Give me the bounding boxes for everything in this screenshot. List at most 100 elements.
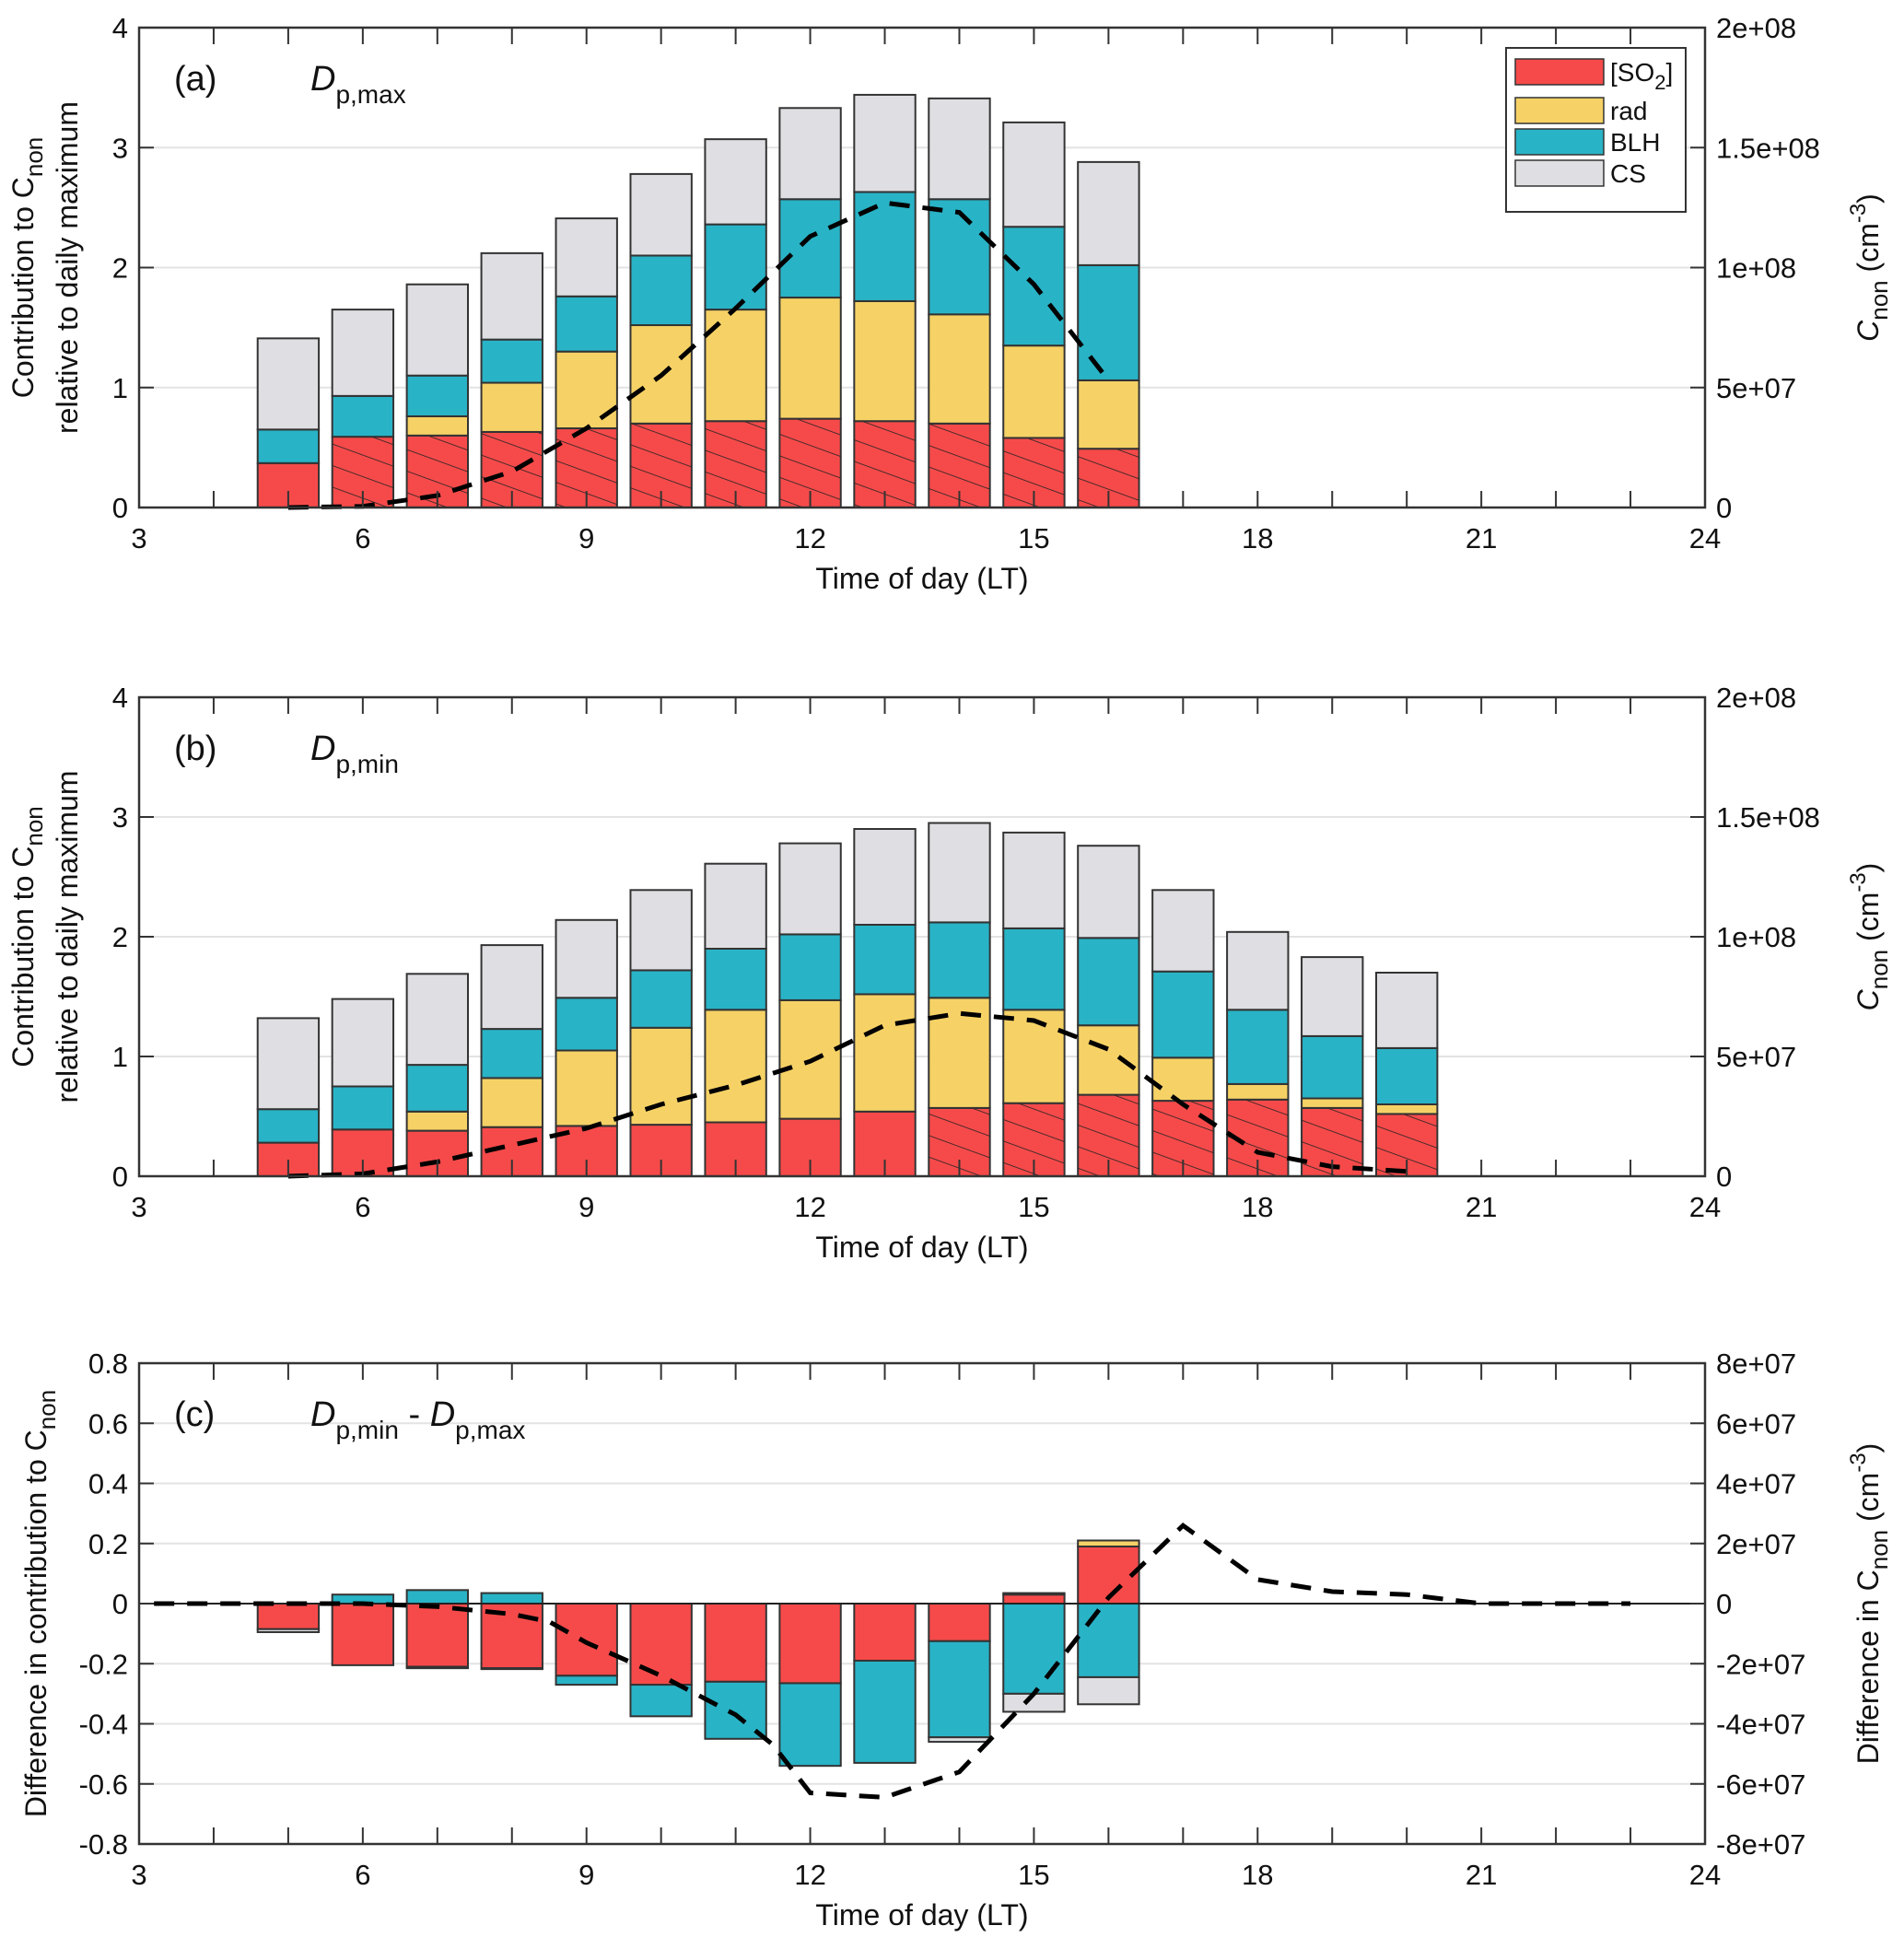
y-tick-label: -0.2: [79, 1648, 128, 1680]
bar-segment-blh: [704, 1680, 767, 1740]
bar-segment-cs: [928, 1736, 991, 1744]
legend-label: [SO2]: [1610, 58, 1673, 94]
bar-segment-blh: [331, 1085, 395, 1131]
bar-segment-blh: [853, 191, 917, 302]
panel-tag: (a): [174, 60, 216, 99]
bar-segment-blh: [1077, 937, 1140, 1027]
bar-segment-blh: [1301, 1034, 1364, 1100]
x-tick-label: 12: [794, 1191, 825, 1223]
bar-segment-rad: [1151, 1056, 1215, 1103]
y-axis-label-line2: relative to daily maximum: [51, 101, 84, 434]
bar-segment-cs: [1301, 956, 1364, 1037]
bar-segment-rad: [555, 1049, 618, 1127]
bar-segment-so2: [405, 1603, 469, 1668]
bar-segment-blh: [778, 198, 842, 299]
y2-tick-label: 8e+07: [1716, 1348, 1796, 1380]
bar-segment-cs: [480, 1667, 543, 1671]
y-axis-label: Contribution to Cnon: [6, 806, 48, 1068]
bar-segment-cs: [1077, 1675, 1140, 1706]
bar-segment-rad: [1226, 1082, 1290, 1101]
y-tick-label: 0: [112, 492, 128, 524]
bar-segment-blh: [555, 1675, 618, 1686]
legend-swatch: [1514, 128, 1605, 156]
x-tick-label: 6: [355, 1859, 370, 1891]
bar-segment-cs: [1151, 889, 1215, 973]
y2-tick-label: 2e+08: [1716, 682, 1796, 714]
cnon-dashed-line: [154, 1522, 1630, 1800]
bar-segment-rad: [405, 415, 469, 437]
x-tick-label: 9: [578, 522, 594, 554]
x-tick-label: 24: [1689, 1191, 1721, 1223]
y-tick-label: 0.6: [88, 1407, 128, 1440]
x-tick-label: 12: [794, 1859, 825, 1891]
bar-segment-cs: [704, 138, 767, 226]
y-tick-label: 1: [112, 1041, 128, 1073]
cnon-dashed-line: [287, 1010, 1408, 1179]
x-tick-label: 12: [794, 522, 825, 554]
bar-segment-so2: [928, 1603, 991, 1642]
y2-tick-label: 0: [1716, 1588, 1732, 1620]
x-tick-label: 18: [1242, 522, 1273, 554]
bar-segment-cs: [629, 889, 693, 972]
bar-segment-so2: [778, 1603, 842, 1685]
bar-segment-blh: [629, 254, 693, 327]
bar-segment-rad: [555, 350, 618, 430]
bar-segment-blh: [480, 1028, 543, 1080]
x-tick-label: 3: [131, 1859, 146, 1891]
bar-segment-so2: [331, 1603, 395, 1666]
y-tick-label: 4: [112, 12, 128, 44]
bar-segment-blh: [405, 1589, 469, 1605]
bar-segment-blh: [778, 1682, 842, 1768]
x-tick-label: 3: [131, 1191, 146, 1223]
bar-segment-so2: [853, 1603, 917, 1662]
x-axis-label: Time of day (LT): [815, 1898, 1028, 1931]
legend-swatch: [1514, 58, 1605, 86]
panel-subtitle: Dp,min: [310, 729, 399, 778]
bar-segment-blh: [405, 1064, 469, 1113]
y-tick-label: 0.8: [88, 1348, 128, 1380]
bar-segment-rad: [480, 381, 543, 433]
x-tick-label: 15: [1018, 1859, 1049, 1891]
bar-segment-cs: [480, 944, 543, 1031]
x-tick-label: 24: [1689, 1859, 1721, 1891]
bar-segment-cs: [629, 172, 693, 257]
legend-label: rad: [1610, 97, 1647, 125]
x-tick-label: 15: [1018, 1191, 1049, 1223]
bar-segment-rad: [1077, 1024, 1140, 1096]
x-tick-label: 9: [578, 1191, 594, 1223]
bar-segment-blh: [853, 1659, 917, 1764]
bar-segment-blh: [928, 198, 991, 316]
y2-tick-label: 1.5e+08: [1716, 801, 1820, 834]
y2-tick-label: 0: [1716, 492, 1732, 524]
bar-segment-so2: [555, 1603, 618, 1677]
x-tick-label: 6: [355, 1191, 370, 1223]
x-tick-label: 18: [1242, 1191, 1273, 1223]
y2-tick-label: 5e+07: [1716, 1041, 1796, 1073]
bar-segment-cs: [405, 1665, 469, 1670]
bar-segment-blh: [405, 374, 469, 418]
x-axis-label: Time of day (LT): [815, 1231, 1028, 1264]
x-tick-label: 3: [131, 522, 146, 554]
x-tick-label: 24: [1689, 522, 1721, 554]
bar-segment-blh: [928, 921, 991, 999]
y-tick-label: 0.4: [88, 1468, 128, 1500]
bar-segment-cs: [1077, 160, 1140, 266]
bar-segment-cs: [1375, 972, 1439, 1049]
bar-segment-cs: [555, 918, 618, 999]
bar-segment-cs: [1002, 121, 1066, 228]
y-tick-label: 0: [112, 1161, 128, 1193]
legend-item-cs: CS: [1514, 159, 1646, 188]
panel-tag: (c): [174, 1395, 215, 1434]
y2-tick-label: 4e+07: [1716, 1468, 1796, 1500]
bar-segment-cs: [1226, 930, 1290, 1011]
y-tick-label: 2: [112, 921, 128, 953]
y2-tick-label: 0: [1716, 1161, 1732, 1193]
bar-segment-so2: [1002, 1593, 1066, 1605]
bar-segment-cs: [778, 842, 842, 936]
panel-b: 3 6 9 12 15 18 21 240123405e+071e+081.5e+082e+0…: [6, 682, 1893, 1264]
legend-item-blh: BLH: [1514, 128, 1660, 157]
y-axis-label: Contribution to Cnon: [6, 137, 48, 399]
x-tick-label: 9: [578, 1859, 594, 1891]
